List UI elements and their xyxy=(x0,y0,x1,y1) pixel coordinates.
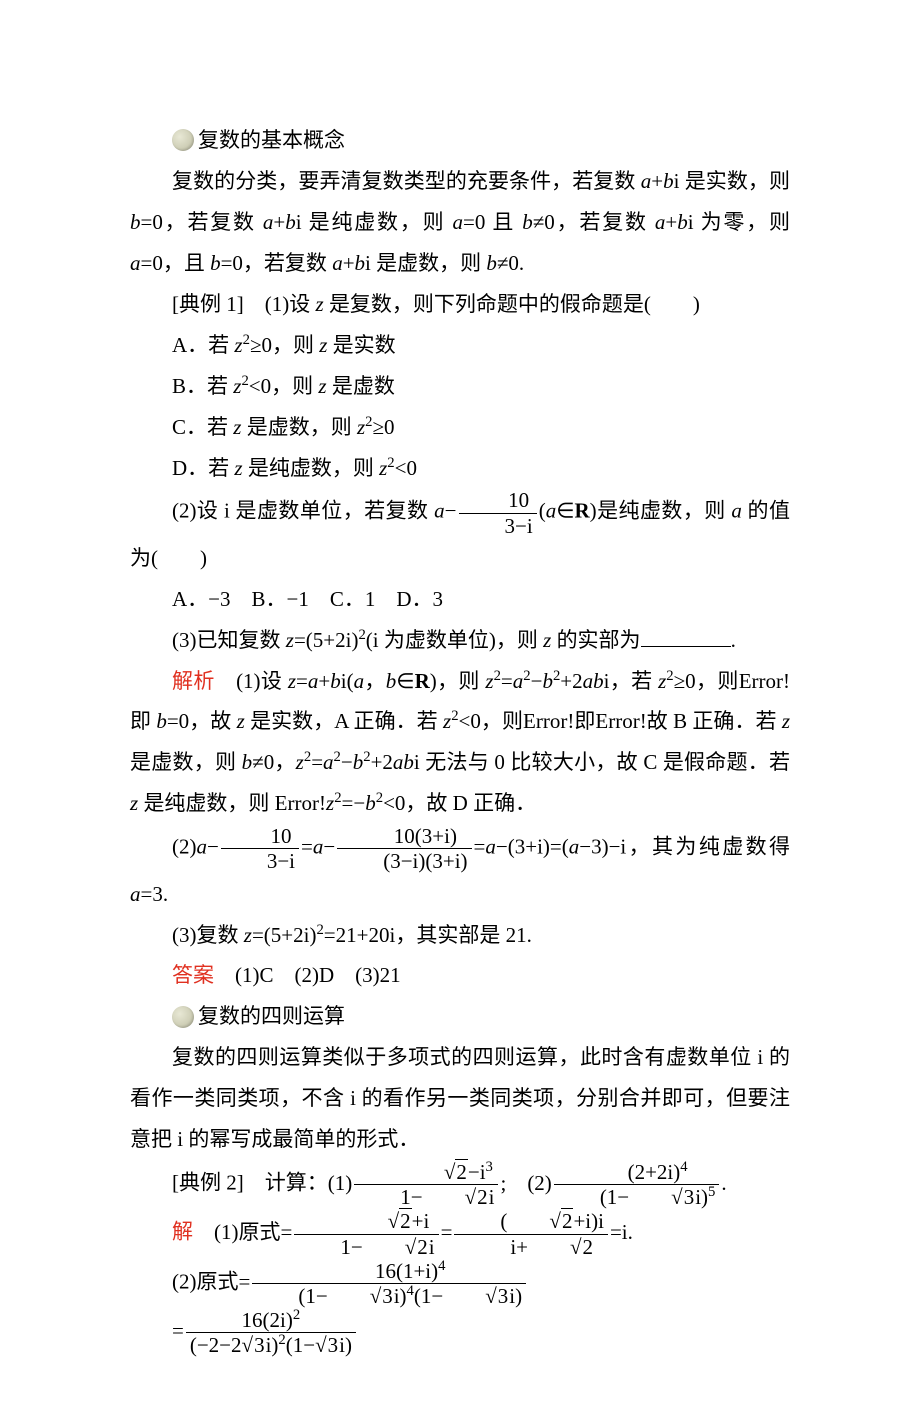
page: 复数的基本概念 复数的分类，要弄清复数类型的充要条件，若复数 a+bi 是实数，… xyxy=(0,0,920,1417)
section-2-header: 复数的四则运算 xyxy=(172,996,790,1037)
ex1-analysis-p2: (2)a−103−i=a−10(3+i)(3−i)(3+i)=a−(3+i)=(… xyxy=(130,824,790,914)
ex2-sol1-body: (1)原式=2+i1−2i=(2+i)ii+2=i. xyxy=(214,1220,633,1244)
ex1-q1-opt-d: D．若 z 是纯虚数，则 z2<0 xyxy=(172,448,790,489)
ex1-answer-row: 答案 (1)C (2)D (3)21 xyxy=(130,955,790,996)
analysis-label: 解析 xyxy=(172,669,215,693)
ex1-q3-stem: (3)已知复数 z=(5+2i)2(i 为虚数单位)，则 z 的实部为. xyxy=(130,620,790,661)
ex1-analysis-p3: (3)复数 z=(5+2i)2=21+20i，其实部是 21. xyxy=(130,915,790,956)
ex1-q1-opt-c: C．若 z 是虚数，则 z2≥0 xyxy=(172,407,790,448)
bullet-icon xyxy=(172,129,194,151)
ex1-q1-stem: (1)设 z 是复数，则下列命题中的假命题是( ) xyxy=(265,292,700,316)
ex2-sol2a: (2)原式=16(1+i)4(1−3i)4(1−3i) xyxy=(130,1259,790,1308)
ex2-q1: (1)2−i31−2i; xyxy=(328,1171,507,1195)
ex1-q1: [典例 1] (1)设 z 是复数，则下列命题中的假命题是( ) xyxy=(130,284,790,325)
ex1-q2-stem: (2)设 i 是虚数单位，若复数 a−103−i(a∈R)是纯虚数，则 a 的值… xyxy=(130,488,790,578)
ex2-prefix: 计算： xyxy=(265,1171,328,1195)
ex2-stem: [典例 2] 计算：(1)2−i31−2i; (2)(2+2i)4(1−3i)5… xyxy=(130,1160,790,1209)
ex1-analysis-p1: (1)设 z=a+bi(a，b∈R)，则 z2=a2−b2+2abi，若 z2≥… xyxy=(130,669,790,816)
sol-label: 解 xyxy=(172,1220,193,1244)
section-1-header: 复数的基本概念 xyxy=(172,120,790,161)
ex2-q2: (2)(2+2i)4(1−3i)5. xyxy=(527,1171,726,1195)
ex1-q1-opt-a: A．若 z2≥0，则 z 是实数 xyxy=(172,325,790,366)
ex1-answers: (1)C (2)D (3)21 xyxy=(235,963,401,987)
answer-label: 答案 xyxy=(172,963,214,987)
ex1-label: [典例 1] xyxy=(172,292,244,316)
bullet-icon xyxy=(172,1006,194,1028)
ex2-label: [典例 2] xyxy=(172,1171,244,1195)
section-1-intro: 复数的分类，要弄清复数类型的充要条件，若复数 a+bi 是实数，则 b=0，若复… xyxy=(130,161,790,284)
section-2-title: 复数的四则运算 xyxy=(198,996,345,1037)
section-1-title: 复数的基本概念 xyxy=(198,120,345,161)
section-2-intro: 复数的四则运算类似于多项式的四则运算，此时含有虚数单位 i 的看作一类同类项，不… xyxy=(130,1037,790,1160)
ex1-q2-opts: A．−3 B．−1 C．1 D．3 xyxy=(172,579,790,620)
ex2-sol1: 解 (1)原式=2+i1−2i=(2+i)ii+2=i. xyxy=(130,1209,790,1258)
ex1-q1-opt-b: B．若 z2<0，则 z 是虚数 xyxy=(172,366,790,407)
ex1-analysis: 解析 (1)设 z=a+bi(a，b∈R)，则 z2=a2−b2+2abi，若 … xyxy=(130,661,790,825)
ex2-sol2b: =16(2i)2(−2−23i)2(1−3i) xyxy=(172,1308,790,1357)
